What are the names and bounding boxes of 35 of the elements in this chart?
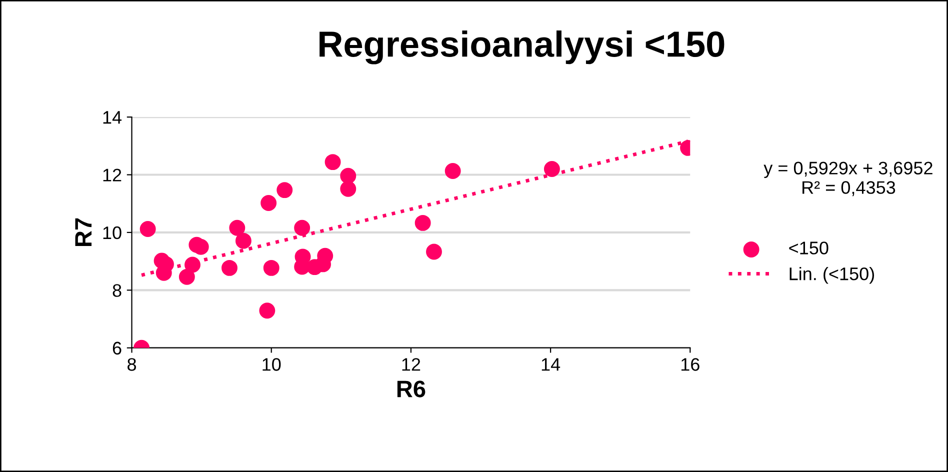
point bbox=[276, 182, 293, 198]
point bbox=[260, 195, 277, 212]
point bbox=[222, 260, 238, 276]
y-tick-label: 10 bbox=[103, 226, 122, 240]
point bbox=[294, 220, 310, 236]
point bbox=[340, 168, 356, 184]
x-tick-label: 12 bbox=[402, 358, 420, 371]
point bbox=[324, 154, 341, 170]
chart-title: Regressioanalyysi <150 bbox=[320, 30, 724, 64]
point bbox=[444, 163, 461, 179]
point bbox=[317, 248, 334, 264]
point bbox=[140, 221, 156, 237]
point bbox=[544, 161, 560, 177]
point bbox=[229, 220, 246, 236]
text: y = 0,5929x + 3,6952 R² = 0,4353 bbox=[764, 162, 932, 196]
y-tick-label: 14 bbox=[103, 111, 122, 124]
point bbox=[259, 302, 276, 319]
point bbox=[263, 260, 280, 276]
y-tick-label: 12 bbox=[103, 168, 122, 182]
point bbox=[414, 214, 431, 231]
y-axis-title: R7 bbox=[75, 218, 92, 246]
x-axis-title: R6 bbox=[397, 380, 426, 398]
point bbox=[235, 232, 252, 249]
legend-label: Lin. (<150) bbox=[790, 266, 874, 284]
x-tick-label: 14 bbox=[542, 358, 560, 371]
y-tick-label: 8 bbox=[112, 284, 122, 297]
y-tick-label: 6 bbox=[112, 342, 122, 355]
x-tick-label: 8 bbox=[128, 358, 136, 371]
point bbox=[184, 256, 200, 273]
point bbox=[426, 244, 442, 260]
x-tick-label: 10 bbox=[262, 358, 281, 371]
x-tick-label: 16 bbox=[681, 358, 700, 371]
point bbox=[340, 180, 356, 197]
legend-label: <150 bbox=[789, 242, 828, 254]
point bbox=[178, 268, 195, 285]
